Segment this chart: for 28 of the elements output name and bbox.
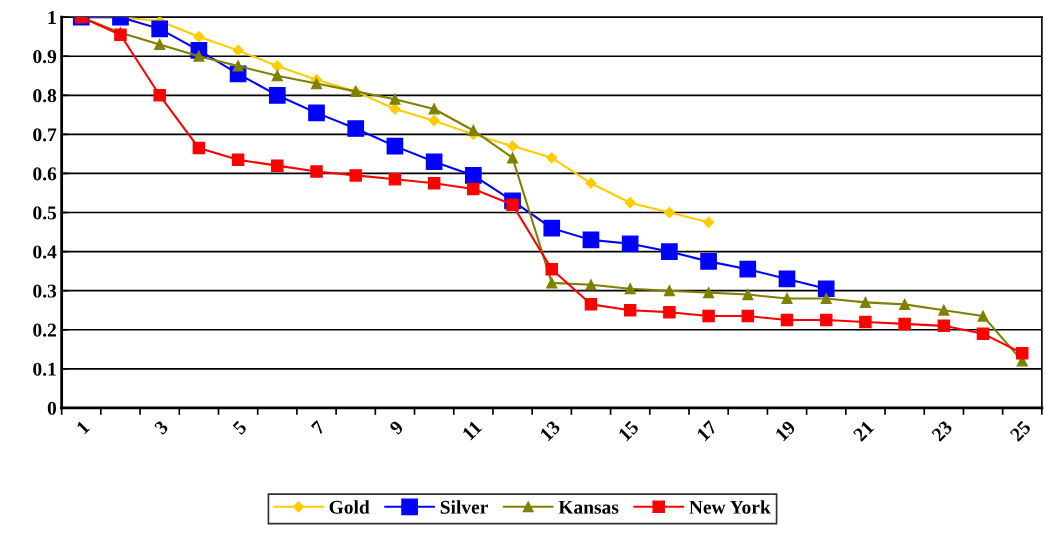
y-tick-label: 0.9 [33,50,57,64]
legend-label: New York [689,500,771,514]
x-tick-label: 1 [75,420,91,435]
y-tick-label: 0.5 [33,206,57,220]
y-tick-label: 0.2 [33,323,56,337]
legend-label: Gold [329,500,370,514]
y-tick-label: 0.8 [33,89,57,103]
y-tick-label: 0.4 [33,245,57,259]
y-tick-label: 0.7 [33,128,57,142]
x-tick-label: 19 [774,419,797,442]
x-tick-label: 23 [931,419,954,442]
y-tick-label: 0 [47,401,57,415]
x-tick-label: 5 [232,420,248,436]
y-tick-label: 0.6 [33,167,57,181]
y-tick-label: 0.1 [33,362,56,376]
x-tick-label: 15 [617,419,640,442]
legend-label: Silver [440,500,488,514]
x-tick-label: 17 [696,419,718,442]
y-tick-label: 1 [48,11,56,24]
x-tick-label: 11 [461,420,483,441]
x-tick-label: 7 [310,419,326,435]
x-tick-label: 9 [388,419,405,436]
x-tick-label: 13 [539,419,561,442]
x-tick-label: 25 [1009,419,1032,442]
x-tick-label: 21 [852,420,875,442]
x-tick-label: 3 [153,419,169,436]
y-tick-label: 0.3 [33,284,57,298]
legend-label: Kansas [558,500,619,514]
